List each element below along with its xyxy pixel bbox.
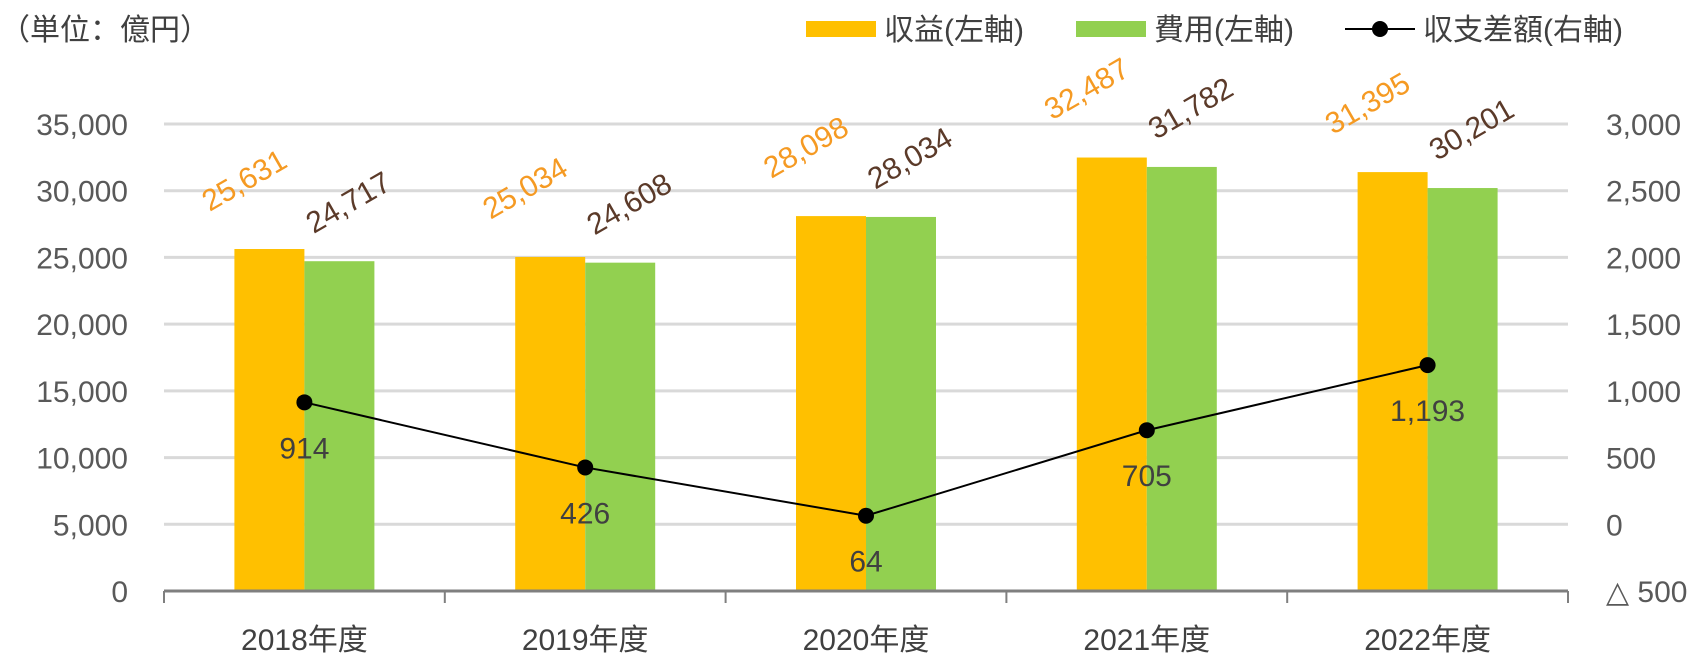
line-data-label: 64 [849,546,882,579]
bar-expense [866,216,936,591]
bar-data-label: 30,201 [1424,93,1520,167]
balance-line [296,357,1436,524]
category-label: 2019年度 [522,624,649,654]
line-point [858,507,874,524]
bar-revenue [234,249,305,592]
line-data-label: 1,193 [1390,395,1465,428]
left-tick-label: 0 [111,576,128,609]
left-tick-label: 5,000 [53,509,128,542]
left-tick-label: 15,000 [36,376,128,409]
line-data-label: 426 [560,497,610,530]
bar-data-label: 24,608 [581,167,677,241]
line-point [1419,357,1436,374]
bar-data-label: 28,034 [862,121,958,195]
line-point [296,394,313,411]
left-tick-label: 30,000 [36,176,128,209]
legend-label: 収益(左軸) [884,14,1024,47]
bar-data-label: 25,631 [197,144,293,218]
bar-expense [585,262,656,591]
right-tick-label: △ 500 [1606,576,1687,609]
left-tick-label: 10,000 [36,443,128,476]
right-tick-label: 1,500 [1606,309,1681,342]
legend-marker-balance [1372,21,1388,37]
bar-revenue [796,216,866,591]
bar-revenue [515,256,586,591]
line-point [577,459,594,476]
right-tick-label: 2,500 [1606,176,1681,209]
bar-data-label: 32,487 [1039,52,1135,126]
legend: 収益(左軸) 費用(左軸) 収支差額(右軸) [806,14,1623,47]
bar-data-label: 31,395 [1320,67,1416,141]
category-label: 2018年度 [241,624,368,654]
bar-expense [1427,188,1498,592]
right-tick-label: 500 [1606,443,1656,476]
left-tick-label: 25,000 [36,242,128,275]
legend-swatch-expense [1076,21,1146,37]
bar-revenue [1076,157,1147,592]
bar-data-label: 31,782 [1143,71,1239,145]
bar-revenue [1357,172,1428,591]
category-label: 2021年度 [1083,624,1210,654]
right-tick-label: 1,000 [1606,376,1681,409]
legend-label: 費用(左軸) [1154,14,1294,47]
category-label: 2020年度 [803,624,930,654]
left-tick-label: 35,000 [36,109,128,142]
line-data-label: 705 [1122,460,1172,493]
line-data-label: 914 [279,432,329,465]
bars [234,157,1498,592]
right-tick-label: 2,000 [1606,242,1681,275]
bar-data-label: 25,034 [477,152,573,226]
bar-data-label: 24,717 [301,166,397,240]
legend-label: 収支差額(右軸) [1423,14,1623,47]
right-tick-label: 3,000 [1606,109,1681,142]
right-tick-label: 0 [1606,509,1623,542]
bar-data-label: 28,098 [758,111,854,185]
bar-expense [1146,166,1217,591]
left-tick-label: 20,000 [36,309,128,342]
unit-label: （単位：億円） [0,14,210,47]
line-point [1138,422,1155,439]
bar-expense [304,261,375,591]
legend-swatch-revenue [806,21,876,37]
axes: 0 5,000 10,000 15,000 20,000 25,000 30,000 35,0… [36,109,1687,654]
category-label: 2022年度 [1364,624,1491,654]
